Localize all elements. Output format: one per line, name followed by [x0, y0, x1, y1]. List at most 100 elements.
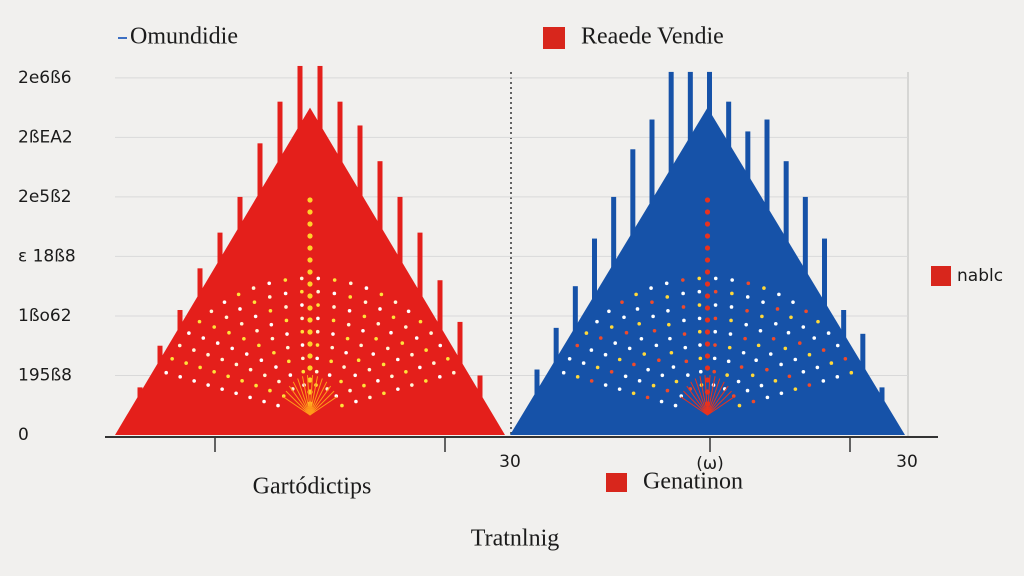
- decor-dot: [684, 359, 689, 364]
- decor-dot: [253, 314, 258, 319]
- decor-dot: [779, 391, 784, 396]
- legend-label: Reaede Vendie: [581, 24, 724, 50]
- bar: [687, 71, 693, 436]
- decor-dot: [348, 281, 353, 286]
- decor-dot: [316, 303, 320, 307]
- decor-dot: [354, 399, 358, 404]
- decor-burst: [297, 378, 311, 416]
- decor-dot: [713, 316, 718, 321]
- decor-dot: [240, 379, 244, 383]
- decor-dot: [637, 379, 642, 383]
- decor-dot: [667, 322, 671, 327]
- decor-dot: [581, 361, 586, 365]
- bar: [457, 321, 463, 435]
- decor-dot: [307, 269, 313, 275]
- bar: [841, 310, 847, 435]
- decor-dot: [745, 308, 749, 313]
- decor-burst: [707, 376, 716, 416]
- decor-dot: [835, 343, 840, 348]
- decor-dot: [209, 309, 214, 314]
- decor-dot: [704, 209, 711, 215]
- decor-dot: [584, 331, 589, 335]
- bar: [317, 65, 323, 435]
- decor-dot: [315, 356, 319, 361]
- bar: [649, 119, 655, 436]
- decor-dot: [729, 305, 734, 309]
- decor-dot: [736, 379, 741, 384]
- decor-dot: [704, 353, 711, 359]
- decor-dot: [768, 352, 773, 356]
- decor-dot: [331, 332, 335, 336]
- decor-dot: [730, 278, 734, 282]
- decor-dot: [224, 315, 229, 320]
- decor-dot: [704, 245, 711, 251]
- bar: [177, 310, 183, 435]
- decor-dot: [609, 325, 614, 329]
- decor-dot: [713, 329, 718, 334]
- decor-dot: [222, 300, 227, 304]
- decor-dot: [651, 314, 655, 319]
- decor-dot: [170, 356, 174, 361]
- decor-dot: [230, 346, 234, 351]
- decor-dot: [244, 352, 249, 356]
- decor-dot: [673, 403, 678, 408]
- decor-dot: [771, 336, 776, 341]
- decor-dot: [759, 383, 764, 388]
- decor-dot: [376, 321, 381, 326]
- decor-dot: [622, 315, 626, 320]
- decor-dot: [197, 319, 202, 324]
- decor-dot: [410, 383, 414, 387]
- decor-dot: [712, 369, 717, 374]
- decor-dot: [679, 394, 684, 398]
- decor-dot: [567, 356, 572, 361]
- decor-dot: [783, 346, 788, 351]
- decor-dot: [301, 356, 305, 361]
- decor-dot: [603, 383, 608, 387]
- decor-dot: [704, 281, 711, 287]
- decor-dot: [631, 391, 636, 396]
- decor-dot: [378, 307, 382, 311]
- decor-dot: [267, 295, 272, 299]
- decor-dot: [381, 362, 386, 367]
- bar: [764, 119, 770, 436]
- decor-dot: [697, 303, 702, 307]
- bar: [257, 143, 263, 436]
- y-tick-label: ε 18ß8: [18, 246, 76, 266]
- decor-dot: [665, 295, 670, 299]
- decor-dot: [741, 350, 746, 355]
- decor-burst: [309, 396, 338, 416]
- decor-dot: [356, 358, 361, 362]
- decor-dot: [347, 308, 352, 313]
- decor-dot: [254, 383, 258, 388]
- decor-burst: [683, 390, 708, 416]
- legend-marker: [931, 266, 951, 286]
- bar: [397, 196, 403, 435]
- decor-dot: [609, 370, 614, 374]
- decor-dot: [649, 286, 653, 290]
- decor-dot: [307, 257, 313, 263]
- decor-dot: [393, 300, 398, 304]
- decor-dot: [367, 367, 372, 372]
- decor-dot: [376, 379, 380, 383]
- decor-dot: [363, 300, 368, 304]
- decor-dot: [728, 332, 733, 336]
- bar: [217, 232, 223, 435]
- decor-dot: [192, 348, 196, 352]
- decor-dot: [307, 233, 313, 239]
- decor-dot: [283, 291, 288, 296]
- decor-burst: [301, 376, 311, 416]
- decor-burst: [282, 396, 311, 416]
- bar: [707, 71, 712, 436]
- decor-dot: [821, 379, 826, 383]
- decor-dot: [789, 315, 793, 320]
- decor-dot: [697, 276, 702, 281]
- decor-burst: [707, 381, 725, 416]
- decor-dot: [713, 303, 718, 307]
- decor-dot: [198, 365, 202, 370]
- decor-dot: [756, 343, 761, 348]
- decor-dot: [704, 401, 711, 407]
- decor-dot: [777, 292, 781, 297]
- decor-dot: [396, 387, 400, 391]
- decor-dot: [300, 329, 305, 334]
- decor-burst: [285, 390, 311, 416]
